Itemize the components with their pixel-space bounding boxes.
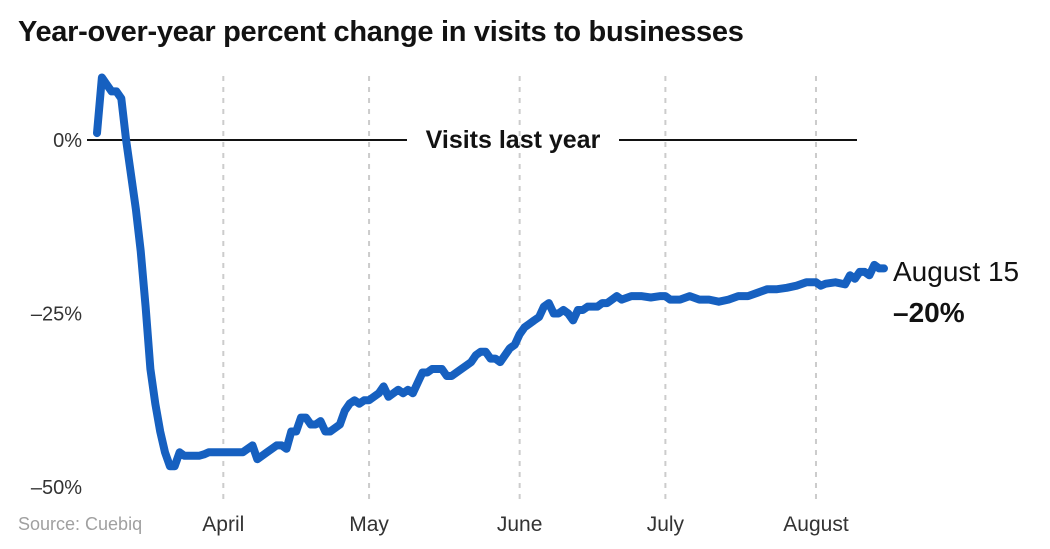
y-tick-label: –25% (31, 304, 82, 326)
chart-title: Year-over-year percent change in visits … (18, 16, 744, 48)
y-axis-ticks: 0% –25% –50% (31, 130, 82, 499)
x-tick-label: August (783, 513, 849, 536)
series-layer (93, 73, 888, 471)
baseline-label: Visits last year (426, 126, 601, 154)
x-tick-label: May (349, 513, 389, 536)
series-line (93, 73, 888, 471)
y-tick-label: –50% (31, 477, 82, 499)
end-date-label: August 15 (893, 256, 1019, 287)
x-tick-label: June (497, 513, 543, 536)
y-tick-label: 0% (53, 130, 82, 152)
end-value-label: –20% (893, 297, 965, 328)
x-tick-label: April (202, 513, 244, 536)
x-tick-label: July (647, 513, 685, 536)
x-axis-ticks: April May June July August (202, 513, 849, 536)
source-label: Source: Cuebiq (18, 514, 142, 534)
vertical-gridlines (222, 76, 817, 504)
